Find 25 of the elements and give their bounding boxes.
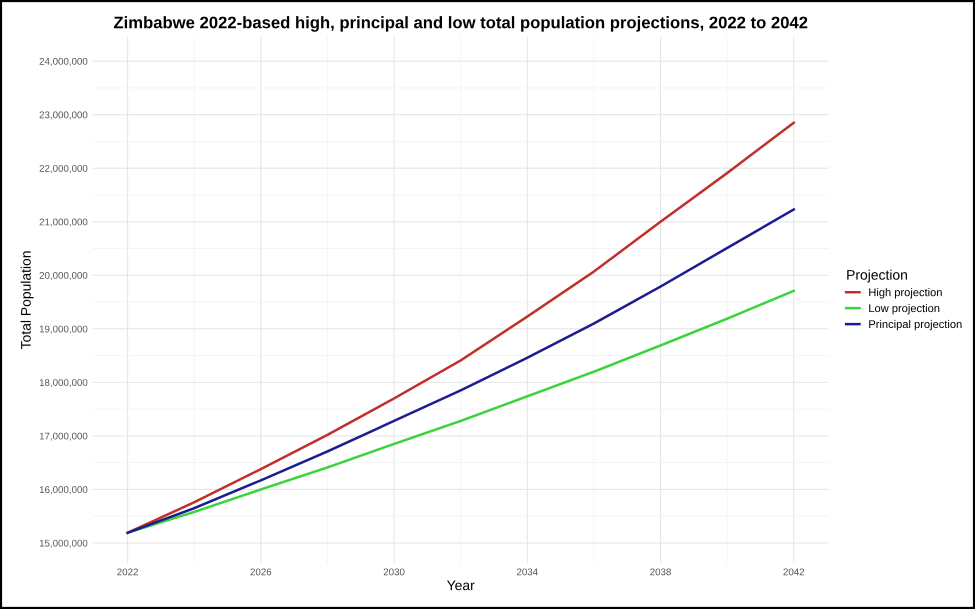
legend-title: Projection xyxy=(847,270,907,283)
y-tick-label: 20,000,000 xyxy=(40,272,88,280)
line-series xyxy=(126,208,796,534)
y-tick-label: 15,000,000 xyxy=(40,540,88,548)
y-tick-label: 18,000,000 xyxy=(40,379,88,388)
y-tick-label: 24,000,000 xyxy=(40,58,88,66)
y-axis-title: Total Population xyxy=(20,251,34,350)
legend-label: High projection xyxy=(869,288,942,298)
y-tick-label: 23,000,000 xyxy=(40,111,88,120)
legend-label: Low projection xyxy=(869,304,940,314)
y-tick-label: 19,000,000 xyxy=(40,326,88,334)
x-tick-label: 2022 xyxy=(117,568,138,576)
y-tick-label: 17,000,000 xyxy=(40,432,88,441)
y-tick-label: 21,000,000 xyxy=(40,218,88,227)
x-tick-label: 2042 xyxy=(783,568,804,576)
line-series xyxy=(126,290,796,534)
legend-label: Principal projection xyxy=(869,320,962,330)
y-tick-label: 22,000,000 xyxy=(40,164,88,174)
y-tick-label: 16,000,000 xyxy=(40,486,88,494)
chart-title: Zimbabwe 2022-based high, principal and low total population projections, 2022 to 2042 xyxy=(114,16,808,32)
x-tick-label: 2030 xyxy=(384,568,405,576)
x-tick-label: 2038 xyxy=(650,568,671,576)
x-tick-label: 2034 xyxy=(516,568,538,576)
x-tick-label: 2026 xyxy=(250,568,272,576)
x-axis-title: Year xyxy=(446,580,474,590)
